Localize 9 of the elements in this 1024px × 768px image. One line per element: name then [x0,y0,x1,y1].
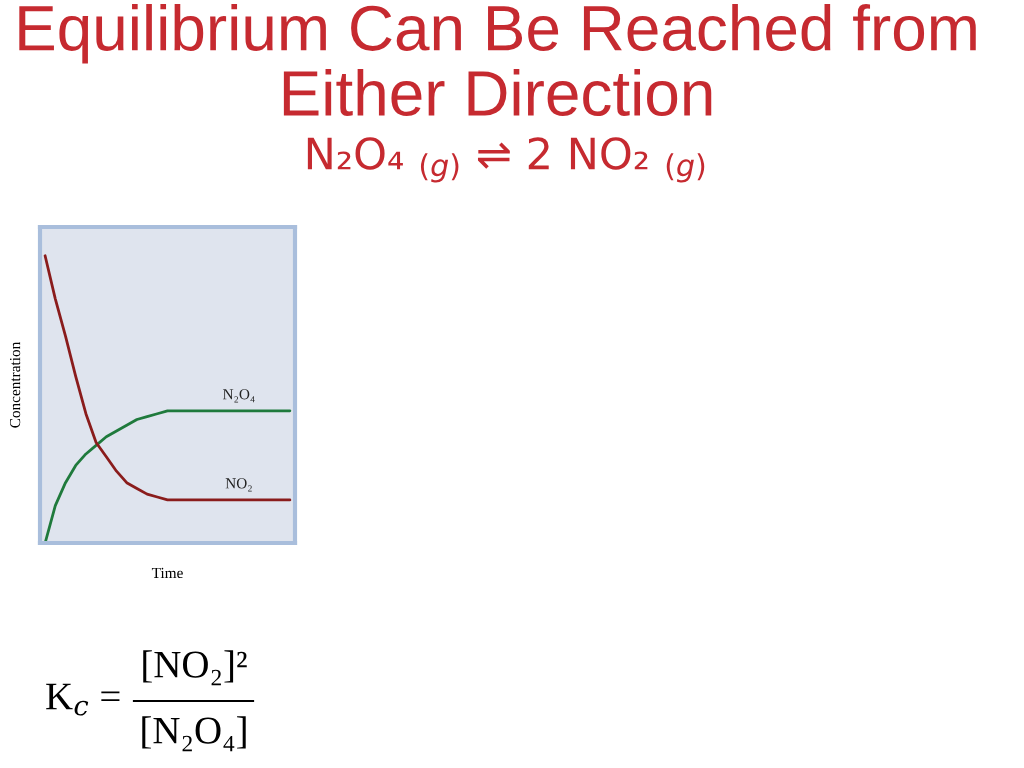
text: K$_{c}$ = [46,683,120,716]
y-axis-title: Concentration [9,341,21,428]
text: Equilibrium Can Be Reached from Either Direction [19,4,976,117]
series-label: N₂O₄ [222,389,255,403]
series-label: NO₂ [225,478,252,492]
text: N₂O₄ $_{(g)}$ ⇌ 2 NO₂ $_{(g)}$ [307,137,705,183]
x-axis-title: Time [151,567,183,579]
text: [N₂O₄] [142,716,246,752]
text: [NO₂]² [143,650,247,686]
